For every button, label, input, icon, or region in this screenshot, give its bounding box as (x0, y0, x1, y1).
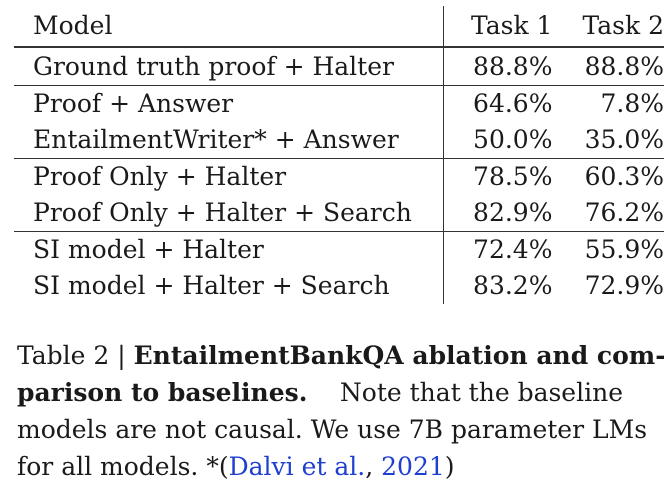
model-cell: Ground truth proof + Halter (14, 46, 444, 86)
caption-title-part1: EntailmentBankQA ablation and com- (133, 341, 664, 370)
model-cell: Proof Only + Halter + Search (33, 198, 412, 227)
task2-cell-best: 76.2% (584, 198, 664, 227)
model-cell: Proof + Answer (14, 85, 444, 122)
caption-title-part2: parison to baselines. (17, 378, 308, 407)
caption-label: Table 2 | (17, 341, 126, 370)
model-cell: SI model + Halter (14, 231, 444, 268)
table-row: Proof + Answer 64.6% 7.8% (14, 85, 664, 122)
task1-cell: 64.6% (443, 85, 553, 122)
table-row: Proof Only + Halter + Search 82.9% 76.2% (14, 195, 664, 232)
citation-authors-link[interactable]: Dalvi et al. (228, 452, 366, 481)
caption-line-1: Table 2 | EntailmentBankQA ablation and … (17, 337, 664, 374)
task2-cell: 35.0% (584, 125, 664, 154)
table-caption: Table 2 | EntailmentBankQA ablation and … (17, 337, 664, 485)
header-task1: Task 1 (443, 6, 553, 47)
table-row: Ground truth proof + Halter 88.8% 88.8% (14, 46, 664, 86)
table-row: SI model + Halter 72.4% 55.9% (14, 231, 664, 268)
task1-cell: 88.8% (443, 46, 553, 86)
table-header: Model Task 1 Task 2 (14, 6, 664, 47)
caption-line-4: for all models. *(Dalvi et al., 2021) (17, 448, 627, 485)
table-row: EntailmentWriter* + Answer 50.0% 35.0% (14, 122, 664, 159)
table-row: Proof Only + Halter 78.5% 60.3% (14, 158, 664, 195)
task2-cell: 60.3% (552, 158, 664, 195)
task1-cell: 50.0% (443, 122, 553, 159)
task2-cell: 7.8% (552, 85, 664, 122)
caption-line-3: models are not causal. We use 7B paramet… (17, 415, 648, 444)
header-model: Model (33, 11, 113, 40)
caption-line-2: parison to baselines. Note that the base… (17, 374, 623, 411)
task2-cell: 55.9% (552, 231, 664, 268)
table-row: SI model + Halter + Search 83.2% 72.9% (14, 268, 664, 304)
model-cell: Proof Only + Halter (14, 158, 444, 195)
task1-cell: 72.4% (443, 231, 553, 268)
table-body: Ground truth proof + Halter 88.8% 88.8% … (14, 46, 664, 304)
citation-separator: , (365, 452, 382, 481)
task2-cell: 88.8% (552, 46, 664, 86)
caption-line2-rest: Note that the baseline (339, 378, 623, 407)
header-row: Model Task 1 Task 2 (14, 6, 664, 47)
model-cell: SI model + Halter + Search (33, 271, 390, 300)
task1-cell-best: 83.2% (443, 268, 553, 304)
results-table: Model Task 1 Task 2 Ground truth proof +… (14, 6, 664, 304)
task1-cell: 82.9% (443, 195, 553, 232)
task1-cell: 78.5% (443, 158, 553, 195)
task2-cell: 72.9% (584, 271, 664, 300)
caption-line4-suffix: ) (444, 452, 455, 481)
caption-line4-prefix: for all models. *( (17, 452, 229, 481)
header-task2: Task 2 (582, 11, 664, 40)
model-cell: EntailmentWriter* + Answer (33, 125, 399, 154)
citation-year-link[interactable]: 2021 (381, 452, 445, 481)
